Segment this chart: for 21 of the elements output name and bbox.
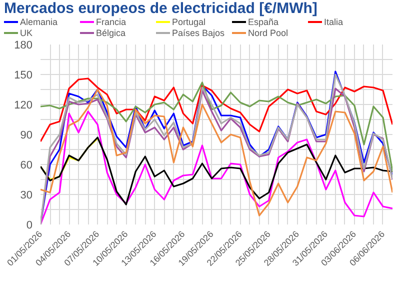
y-tick-label: 0 xyxy=(26,220,33,232)
y-tick-label: 150 xyxy=(14,70,33,82)
line-series xyxy=(40,82,392,172)
y-tick-label: 120 xyxy=(14,100,33,112)
y-tick-label: 180 xyxy=(14,40,33,52)
legend-label: Portugal xyxy=(172,17,206,27)
line-series xyxy=(40,136,392,206)
legend-label: Francia xyxy=(96,17,126,27)
chart-title: Mercados europeos de electricidad [€/MWh] xyxy=(4,0,318,17)
legend-label: España xyxy=(248,17,279,27)
legend-label: Bélgica xyxy=(96,28,126,38)
y-tick-label: 30 xyxy=(20,190,33,202)
y-tick-label: 90 xyxy=(20,130,33,142)
legend-label: Países Bajos xyxy=(172,28,225,38)
y-tick-label: 60 xyxy=(20,160,33,172)
legend-label: Alemania xyxy=(20,17,58,27)
line-series xyxy=(40,110,392,224)
legend-label: UK xyxy=(20,28,33,38)
line-series xyxy=(40,78,392,142)
legend-label: Nord Pool xyxy=(248,28,288,38)
legend-label: Italia xyxy=(324,17,344,27)
